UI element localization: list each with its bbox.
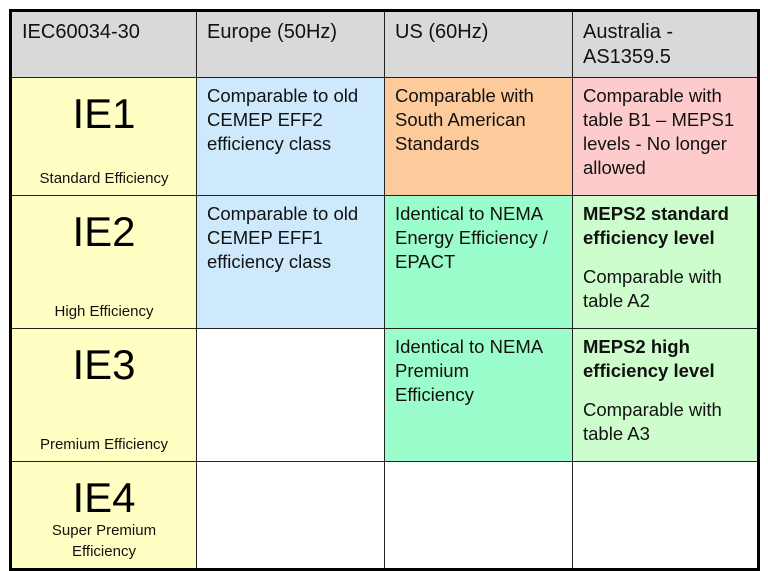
class-cell: IE1 Standard Efficiency	[10, 77, 197, 196]
header-cell: IEC60034-30	[10, 10, 197, 78]
text-line: Standards	[395, 133, 480, 154]
class-description: Premium Efficiency	[39, 436, 169, 453]
text-line: Comparable with	[583, 399, 722, 420]
text-line: efficiency level	[583, 360, 715, 381]
text-line: Identical to NEMA	[395, 336, 544, 357]
paragraph: MEPS2 high efficiency level	[583, 335, 747, 383]
text-line: Comparable with	[395, 85, 534, 106]
text-line: MEPS2 high	[583, 336, 690, 357]
text-line: Premium	[395, 360, 470, 381]
text-line: Identical to NEMA	[395, 203, 544, 224]
text-line: table A3	[583, 423, 650, 444]
class-cell: IE4 Super Premium Efficiency	[10, 461, 197, 570]
text-line: allowed	[583, 157, 646, 178]
text-line: Comparable to old	[207, 85, 359, 106]
table-cell: Comparable to old CEMEP EFF2 efficiency cl…	[196, 77, 385, 196]
class-description: Standard Efficiency	[39, 170, 169, 187]
paragraph: Comparable to old CEMEP EFF1 efficiency cl…	[207, 202, 374, 274]
table-cell: Comparable to old CEMEP EFF1 efficiency cl…	[196, 195, 385, 329]
class-description: High Efficiency	[54, 303, 154, 320]
paragraph: Comparable with table A3	[583, 398, 747, 446]
class-label: IE1	[72, 90, 136, 137]
table-cell: Identical to NEMA Energy Efficiency / EPAC…	[384, 195, 573, 329]
table-row: IE1 Standard Efficiency Comparable to old C…	[10, 77, 759, 196]
table-cell: Identical to NEMA Premium Efficiency	[384, 328, 573, 462]
header-cell: Australia - AS1359.5	[572, 10, 759, 78]
class-cell: IE2 High Efficiency	[10, 195, 197, 329]
text-line: table A2	[583, 290, 650, 311]
text-line: CEMEP EFF1	[207, 227, 323, 248]
header-cell: Europe (50Hz)	[196, 10, 385, 78]
text-line: levels - No longer	[583, 133, 727, 154]
table-cell	[572, 461, 759, 570]
text-line: EPACT	[395, 251, 456, 272]
class-label: IE3	[72, 341, 136, 388]
table-row: IE3 Premium Efficiency Identical to NEMA Pr…	[10, 328, 759, 462]
efficiency-table: IEC60034-30 Europe (50Hz) US (60Hz) Austral…	[9, 9, 760, 571]
text-line: table B1 – MEPS1	[583, 109, 735, 130]
paragraph: Identical to NEMA Energy Efficiency / EPAC…	[395, 202, 562, 274]
text-line: CEMEP EFF2	[207, 109, 323, 130]
table-cell: MEPS2 standard efficiency level Comparable…	[572, 195, 759, 329]
class-label: IE2	[72, 208, 136, 255]
paragraph: MEPS2 standard efficiency level	[583, 202, 747, 250]
text-line: efficiency class	[207, 133, 332, 154]
header-row: IEC60034-30 Europe (50Hz) US (60Hz) Austral…	[10, 10, 759, 78]
page: IEC60034-30 Europe (50Hz) US (60Hz) Austral…	[9, 9, 760, 571]
table-body: IE1 Standard Efficiency Comparable to old C…	[10, 77, 759, 570]
text-line: Efficiency	[395, 384, 474, 405]
paragraph: Comparable with South American Standards	[395, 84, 562, 156]
paragraph: Comparable with table A2	[583, 265, 747, 313]
text-line: Energy Efficiency /	[395, 227, 548, 248]
table-cell: Comparable with table B1 – MEPS1 levels - …	[572, 77, 759, 196]
class-description: Super Premium Efficiency	[51, 522, 157, 560]
table-cell	[196, 461, 385, 570]
text-line: Comparable with	[583, 266, 722, 287]
table-cell	[196, 328, 385, 462]
class-label: IE4	[72, 474, 136, 521]
table-row: IE4 Super Premium Efficiency	[10, 461, 759, 570]
table-row: IE2 High Efficiency Comparable to old CEMEP…	[10, 195, 759, 329]
text-line: South American	[395, 109, 526, 130]
text-line: Comparable to old	[207, 203, 359, 224]
text-line: efficiency level	[583, 227, 715, 248]
paragraph: Identical to NEMA Premium Efficiency	[395, 335, 562, 407]
text-line: MEPS2 standard	[583, 203, 729, 224]
paragraph: Comparable to old CEMEP EFF2 efficiency cl…	[207, 84, 374, 156]
header-cell: US (60Hz)	[384, 10, 573, 78]
paragraph: Comparable with table B1 – MEPS1 levels - …	[583, 84, 747, 180]
table-cell	[384, 461, 573, 570]
table-cell: MEPS2 high efficiency level Comparable wit…	[572, 328, 759, 462]
table-cell: Comparable with South American Standards	[384, 77, 573, 196]
text-line: Comparable with	[583, 85, 722, 106]
class-cell: IE3 Premium Efficiency	[10, 328, 197, 462]
text-line: efficiency class	[207, 251, 332, 272]
